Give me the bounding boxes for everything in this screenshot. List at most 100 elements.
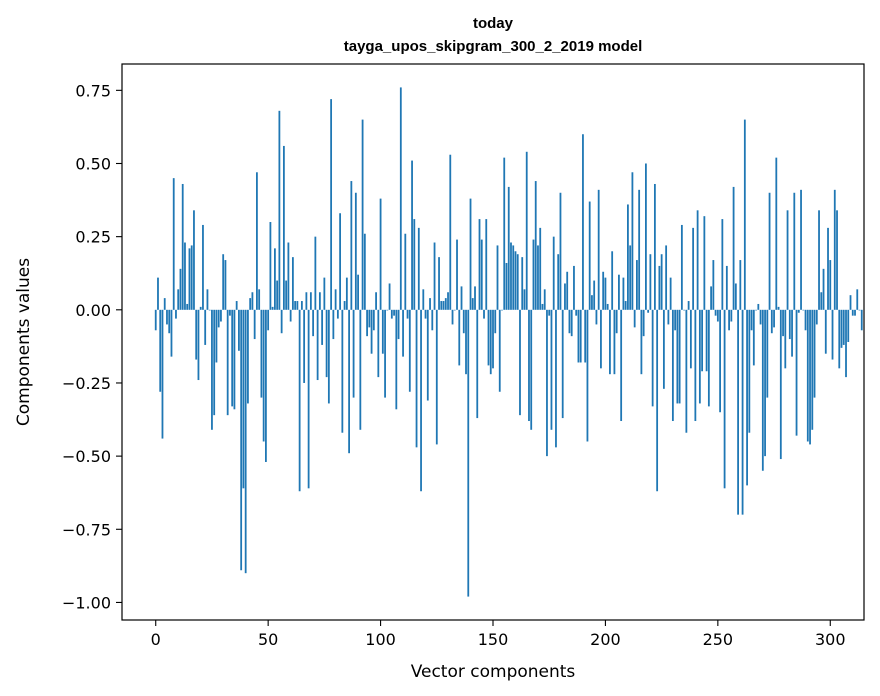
bar	[784, 309, 787, 369]
bar	[831, 309, 834, 360]
bar	[469, 198, 472, 310]
bar	[199, 306, 202, 310]
bar	[323, 277, 326, 310]
bar	[460, 286, 463, 310]
bar	[815, 309, 818, 325]
bar	[667, 309, 670, 325]
bar	[555, 309, 557, 448]
bar	[725, 265, 728, 310]
bar	[770, 309, 773, 334]
bar	[687, 301, 690, 310]
bar	[204, 309, 207, 345]
bar	[343, 301, 346, 310]
bar	[388, 283, 391, 310]
bar	[788, 309, 791, 340]
bar	[723, 309, 726, 489]
bar	[564, 283, 566, 310]
bar	[287, 242, 290, 310]
bar	[278, 110, 281, 310]
bar	[393, 309, 395, 316]
bar	[440, 301, 443, 310]
bar	[800, 189, 802, 310]
bar	[806, 309, 809, 442]
bar	[813, 309, 816, 398]
bar	[795, 309, 798, 436]
bar	[820, 292, 823, 310]
bar	[539, 227, 542, 310]
bar	[530, 309, 533, 430]
bar	[492, 309, 494, 369]
y-tick-label: 0.25	[75, 228, 111, 247]
bar	[561, 309, 564, 419]
bar	[629, 245, 632, 310]
x-axis-label: Vector components	[411, 662, 576, 682]
bar	[622, 277, 625, 310]
bar	[856, 289, 859, 310]
y-axis: −1.00 −0.75 −0.50 −0.25 0.00 0.25 0.50 0.75	[62, 81, 122, 612]
bar	[525, 151, 528, 310]
bar	[267, 309, 270, 331]
bar	[170, 309, 173, 357]
bar	[276, 280, 279, 310]
y-tick-label: −0.50	[62, 447, 111, 466]
bar	[514, 251, 517, 310]
bar	[719, 309, 721, 413]
y-tick-label: −0.75	[62, 520, 111, 539]
bar	[768, 192, 771, 310]
bar	[327, 309, 330, 404]
bar	[240, 309, 243, 571]
bar	[636, 260, 638, 310]
bar	[743, 119, 746, 310]
bar	[710, 286, 712, 310]
x-tick-label: 250	[703, 630, 734, 649]
bar	[606, 303, 609, 310]
bar	[467, 309, 470, 597]
bar	[588, 201, 591, 310]
bar	[381, 309, 384, 354]
bar	[368, 309, 371, 328]
bar	[188, 248, 191, 310]
bar	[471, 298, 474, 310]
bar	[231, 309, 234, 407]
bar	[483, 309, 485, 319]
x-tick-label: 300	[815, 630, 846, 649]
y-tick-label: 0.75	[75, 81, 111, 100]
bar	[712, 260, 715, 310]
bar	[676, 309, 679, 404]
bar	[824, 309, 827, 354]
bar	[168, 309, 171, 334]
bar	[384, 309, 386, 398]
bar	[811, 309, 814, 430]
bar	[247, 309, 249, 404]
bar	[523, 289, 526, 310]
bar	[595, 309, 598, 325]
bar	[822, 268, 825, 310]
bar	[262, 309, 265, 442]
bar	[779, 309, 782, 460]
bar	[692, 227, 695, 310]
bar	[532, 239, 535, 310]
bar	[658, 265, 661, 310]
bar	[818, 210, 820, 310]
bar	[256, 172, 258, 310]
bar	[557, 254, 560, 310]
bar	[512, 245, 515, 310]
bar	[458, 309, 461, 366]
bar	[728, 309, 730, 331]
bar	[775, 157, 778, 310]
bar	[348, 309, 350, 454]
bar	[282, 145, 285, 310]
bar	[842, 309, 845, 345]
bar	[312, 309, 315, 337]
bar	[730, 309, 733, 322]
bar	[759, 309, 762, 325]
bar	[685, 309, 688, 433]
bar	[211, 309, 213, 430]
bar	[609, 309, 611, 375]
bar	[748, 309, 751, 433]
bar	[543, 289, 546, 310]
bar	[431, 309, 434, 331]
bar	[613, 309, 616, 375]
bar	[791, 309, 793, 357]
